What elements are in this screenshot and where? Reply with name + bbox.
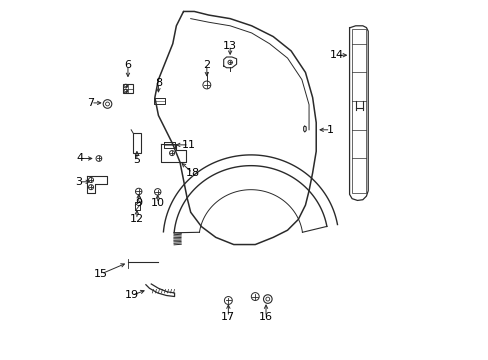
Text: 13: 13 (223, 41, 237, 50)
Text: 17: 17 (221, 312, 235, 322)
Text: 5: 5 (133, 155, 140, 165)
Bar (122, 84, 133, 93)
Text: 9: 9 (135, 198, 142, 208)
Text: 7: 7 (87, 98, 94, 108)
Text: 10: 10 (150, 198, 164, 208)
Text: 2: 2 (203, 60, 210, 70)
Text: 3: 3 (75, 177, 82, 187)
Text: 1: 1 (326, 125, 333, 135)
Text: 11: 11 (182, 140, 196, 150)
Text: 16: 16 (259, 312, 272, 322)
Text: 14: 14 (329, 50, 344, 60)
Text: 4: 4 (76, 153, 83, 163)
Text: 6: 6 (124, 60, 131, 70)
Text: 15: 15 (94, 269, 108, 279)
Text: 12: 12 (130, 215, 143, 224)
Text: 19: 19 (124, 291, 138, 301)
Text: 8: 8 (155, 78, 162, 88)
Text: 18: 18 (185, 168, 199, 178)
Bar (133, 134, 141, 153)
